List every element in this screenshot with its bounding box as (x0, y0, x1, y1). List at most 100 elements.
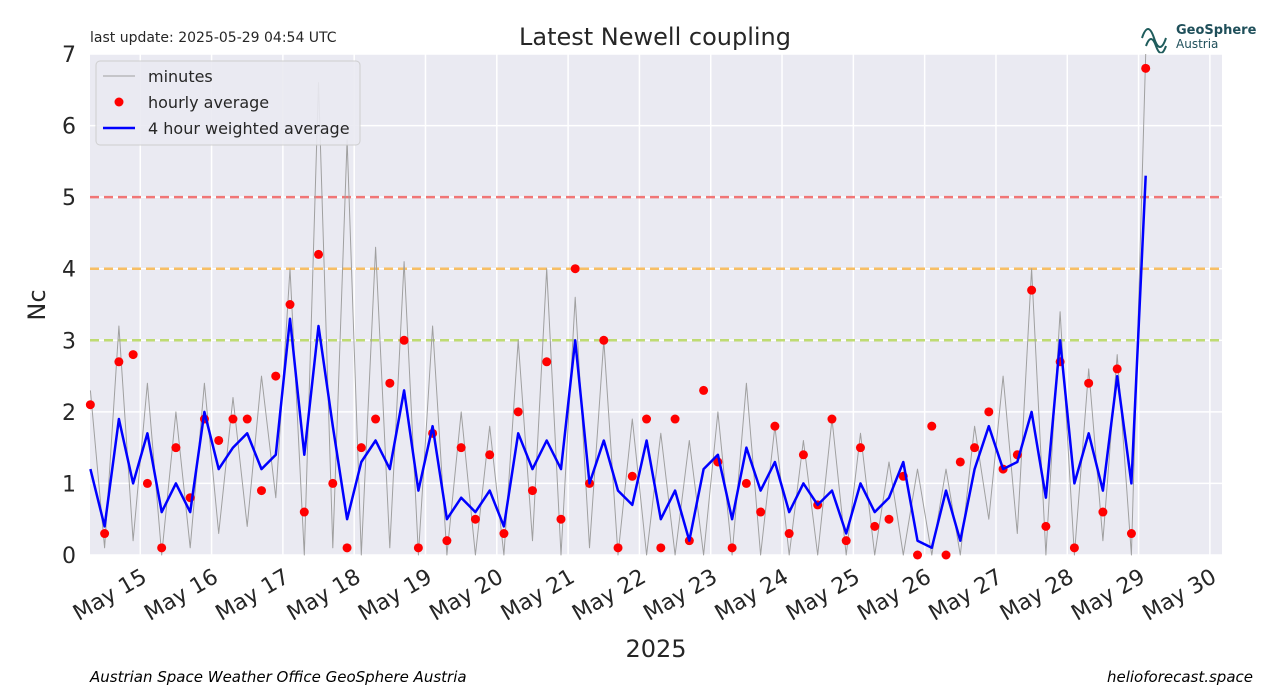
hourly-point (599, 335, 609, 345)
logo-mark (1141, 28, 1167, 54)
logo: GeoSphere Austria (1141, 23, 1257, 54)
y-tick-label: 2 (62, 401, 76, 426)
hourly-point (413, 543, 423, 553)
marks (85, 53, 1151, 560)
x-tick-label: May 16 (140, 565, 222, 627)
footer-left: Austrian Space Weather Office GeoSphere … (89, 668, 467, 686)
hourly-point (299, 507, 309, 517)
hourly-point (727, 543, 737, 553)
y-tick-label: 5 (62, 186, 76, 211)
logo-sub: Austria (1176, 37, 1218, 51)
hourly-point (798, 450, 808, 460)
series-line (89, 53, 1147, 556)
hourly-point (442, 536, 452, 546)
series-line (89, 175, 1147, 550)
hourly-point (85, 400, 95, 410)
hourly-point (613, 543, 623, 553)
hourly-point (1126, 529, 1136, 539)
x-tick-label: May 19 (354, 565, 436, 627)
hourly-point (114, 357, 124, 367)
hourly-point (870, 521, 880, 531)
hourly-point (171, 443, 181, 453)
hourly-point (984, 407, 994, 417)
y-tick-label: 6 (62, 115, 76, 140)
y-tick-label: 1 (62, 472, 76, 497)
hourly-point (371, 414, 381, 424)
x-tick-label: May 27 (925, 565, 1007, 627)
hourly-point (342, 543, 352, 553)
hourly-point (485, 450, 495, 460)
hourly-point (670, 414, 680, 424)
hourly-point (1069, 543, 1079, 553)
x-tick-label: May 25 (782, 565, 864, 627)
hourly-point (855, 443, 865, 453)
hourly-point (314, 249, 324, 259)
legend-box (95, 60, 361, 146)
hourly-point (214, 435, 224, 445)
hourly-point (970, 443, 980, 453)
hourly-point (556, 514, 566, 524)
chart-title: Latest Newell coupling (519, 23, 791, 51)
hourly-point (456, 443, 466, 453)
hourly-point (157, 543, 167, 553)
x-tick-label: May 28 (996, 565, 1078, 627)
hourly-point (699, 385, 709, 395)
hourly-point (527, 486, 537, 496)
hourly-point (784, 529, 794, 539)
x-tick-label: May 26 (853, 565, 935, 627)
hourly-point (499, 529, 509, 539)
hourly-point (242, 414, 252, 424)
hourly-point (656, 543, 666, 553)
hourly-point (1084, 378, 1094, 388)
hourly-point (399, 335, 409, 345)
x-tick-label: May 17 (212, 565, 294, 627)
x-tick-label: May 30 (1139, 565, 1221, 627)
hourly-point (385, 378, 395, 388)
y-tick-label: 0 (62, 544, 76, 569)
x-tick-label: May 22 (568, 565, 650, 627)
hourly-point (271, 371, 281, 381)
legend-label: 4 hour weighted average (148, 119, 350, 138)
hourly-point (756, 507, 766, 517)
hourly-point (470, 514, 480, 524)
hourly-point (770, 421, 780, 431)
hourly-point (228, 414, 238, 424)
hourly-point (927, 421, 937, 431)
footer-right: helioforecast.space (1107, 668, 1253, 686)
hourly-point (955, 457, 965, 467)
legend-label: hourly average (148, 93, 269, 112)
hourly-point (941, 550, 951, 560)
x-tick-label: May 23 (640, 565, 722, 627)
x-tick-label: May 24 (711, 565, 793, 627)
hourly-point (1098, 507, 1108, 517)
x-tick-label: May 20 (426, 565, 508, 627)
hourly-point (356, 443, 366, 453)
hourly-point (1041, 521, 1051, 531)
legend-label: minutes (148, 67, 213, 86)
legend-swatch (114, 97, 124, 107)
x-tick-label: May 18 (283, 565, 365, 627)
y-tick-label: 7 (62, 43, 76, 68)
legend: minutes hourly average 4 hour weighted ave… (95, 60, 361, 146)
hourly-point (827, 414, 837, 424)
hourly-point (841, 536, 851, 546)
hourly-point (642, 414, 652, 424)
x-tick-label: May 21 (497, 565, 579, 627)
hourly-point (570, 264, 580, 274)
y-tick-label: 3 (62, 329, 76, 354)
update-text: last update: 2025-05-29 04:54 UTC (90, 30, 337, 46)
hourly-point (256, 486, 266, 496)
hourly-point (142, 478, 152, 488)
hourly-point (128, 350, 138, 360)
hourly-point (627, 471, 637, 481)
logo-name: GeoSphere (1176, 23, 1257, 38)
hourly-point (1112, 364, 1122, 374)
hourly-point (1141, 63, 1151, 73)
hourly-point (913, 550, 923, 560)
hourly-point (542, 357, 552, 367)
hourly-point (884, 514, 894, 524)
hourly-point (1027, 285, 1037, 295)
hourly-point (513, 407, 523, 417)
